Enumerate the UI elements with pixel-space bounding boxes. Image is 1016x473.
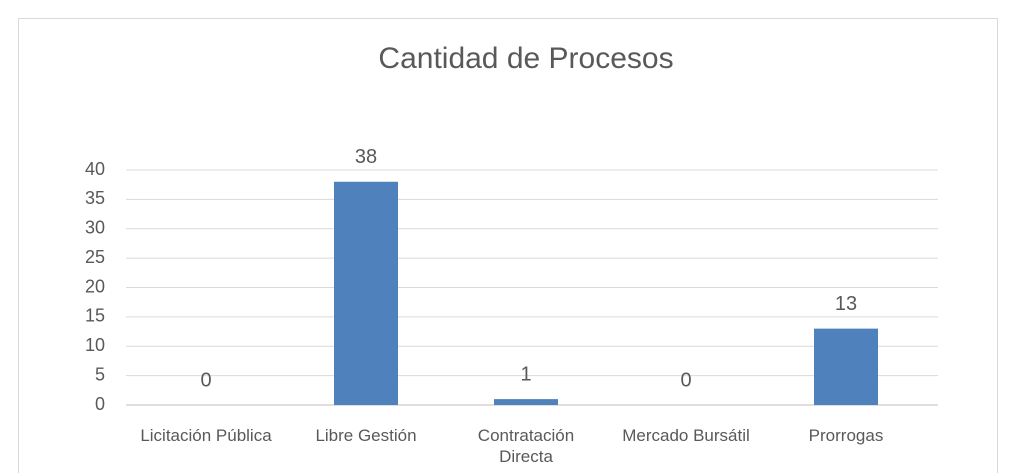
y-tick-label: 5 xyxy=(95,364,105,384)
y-tick-label: 0 xyxy=(95,394,105,414)
x-tick-label: Contratación Directa xyxy=(477,426,575,466)
y-tick-label: 30 xyxy=(85,218,105,238)
bar xyxy=(494,399,558,405)
x-tick-label: Licitación Pública xyxy=(140,426,272,445)
data-label: 13 xyxy=(835,293,857,315)
data-label: 0 xyxy=(680,369,691,391)
data-label: 38 xyxy=(355,146,377,168)
data-label: 1 xyxy=(520,363,531,385)
bar xyxy=(814,328,878,405)
y-tick-label: 25 xyxy=(85,247,105,267)
data-label: 0 xyxy=(200,369,211,391)
chart-frame xyxy=(18,18,998,473)
chart-title: Cantidad de Procesos xyxy=(378,42,673,75)
bar xyxy=(334,181,398,405)
y-tick-label: 15 xyxy=(85,306,105,326)
x-tick-label: Prorrogas xyxy=(808,426,884,445)
x-tick-label: Mercado Bursátil xyxy=(622,426,750,445)
x-tick-label: Libre Gestión xyxy=(315,426,417,445)
y-tick-label: 40 xyxy=(85,159,105,179)
y-tick-label: 20 xyxy=(85,276,105,296)
y-tick-label: 35 xyxy=(85,188,105,208)
y-tick-label: 10 xyxy=(85,335,105,355)
